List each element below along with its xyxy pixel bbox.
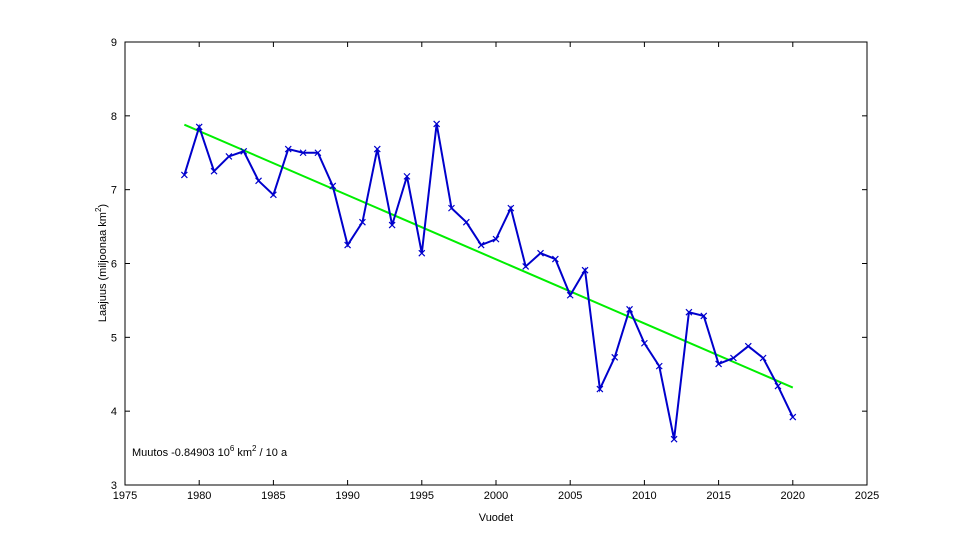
data-point-marker xyxy=(789,413,797,421)
data-point-marker xyxy=(477,241,485,249)
data-point-marker xyxy=(344,241,352,249)
data-point-marker xyxy=(759,354,767,362)
data-point-marker xyxy=(418,249,426,257)
data-point-marker xyxy=(744,342,752,350)
data-point-marker xyxy=(522,263,530,270)
y-tick-label: 4 xyxy=(111,406,117,418)
x-tick-label: 2010 xyxy=(632,490,656,502)
data-point-marker xyxy=(284,145,292,153)
y-tick-label: 5 xyxy=(111,332,117,344)
x-tick-label: 2000 xyxy=(484,490,508,502)
data-point-marker xyxy=(700,312,708,320)
y-tick-label: 6 xyxy=(111,259,117,271)
x-tick-label: 1995 xyxy=(410,490,434,502)
data-point-marker xyxy=(329,182,337,190)
data-point-marker xyxy=(299,149,307,157)
x-tick-label: 1990 xyxy=(335,490,359,502)
trend-line xyxy=(183,123,794,389)
data-point-marker xyxy=(685,308,693,316)
x-tick-label: 2020 xyxy=(781,490,805,502)
x-tick-label: 2015 xyxy=(706,490,730,502)
data-point-marker xyxy=(537,249,544,257)
data-point-marker xyxy=(462,218,470,226)
trend-annotation: Muutos -0.84903 106 km2 / 10 a xyxy=(132,444,288,459)
data-point-marker xyxy=(403,172,411,180)
x-tick-label: 1985 xyxy=(261,490,285,502)
data-point-marker xyxy=(210,167,218,175)
plot-area xyxy=(124,41,868,486)
data-point-marker xyxy=(596,385,604,393)
data-point-marker xyxy=(774,382,782,390)
y-axis-label: Laajuus (miljoonaa km2) xyxy=(94,204,109,322)
data-point-marker xyxy=(255,177,262,185)
x-tick-label: 1975 xyxy=(113,490,137,502)
data-point-marker xyxy=(359,218,366,226)
x-tick-label: 1980 xyxy=(187,490,211,502)
y-tick-label: 9 xyxy=(111,37,117,49)
y-tick-label: 3 xyxy=(111,480,117,492)
x-axis-label: Vuodet xyxy=(479,512,513,524)
y-tick-label: 8 xyxy=(111,111,117,123)
data-point-marker xyxy=(655,362,663,370)
data-point-marker xyxy=(507,204,515,212)
data-point-marker xyxy=(240,147,248,155)
data-point-marker xyxy=(269,191,277,199)
y-tick-label: 7 xyxy=(111,185,117,197)
data-point-marker xyxy=(314,149,322,157)
data-point-marker xyxy=(581,266,589,274)
data-point-marker xyxy=(195,123,203,131)
extent-line xyxy=(183,123,794,440)
data-point-marker xyxy=(566,291,574,299)
data-point-marker xyxy=(626,305,633,313)
data-point-marker xyxy=(611,353,619,361)
data-point-marker xyxy=(715,360,723,368)
data-point-marker xyxy=(730,354,737,362)
data-point-marker xyxy=(670,435,678,443)
data-point-marker xyxy=(388,221,396,229)
data-point-marker xyxy=(180,171,188,179)
data-point-marker xyxy=(492,235,500,243)
x-tick-label: 2025 xyxy=(855,490,879,502)
data-point-marker xyxy=(448,204,455,212)
data-point-marker xyxy=(225,153,233,160)
data-point-marker xyxy=(551,255,559,263)
data-point-marker xyxy=(433,120,441,128)
x-tick-label: 2005 xyxy=(558,490,582,502)
data-point-marker xyxy=(373,145,381,153)
data-point-marker xyxy=(640,339,648,347)
